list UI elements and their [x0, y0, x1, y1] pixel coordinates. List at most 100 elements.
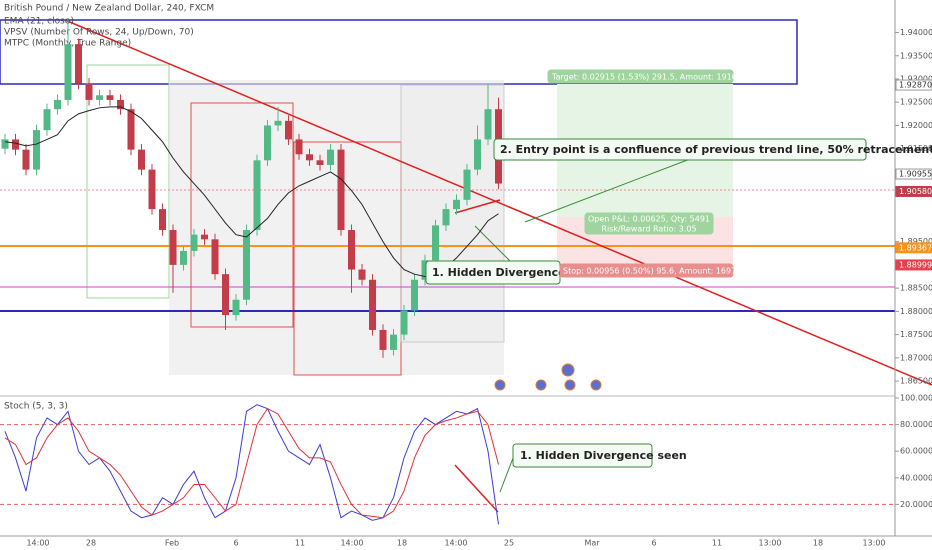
annotation: Target: 0.02915 (1.53%) 291.5, Amount: 1…	[551, 73, 750, 82]
y-tick-label: 1.88500	[900, 284, 932, 293]
candle-body	[33, 130, 40, 170]
y-tick-label: 80.0000	[900, 420, 932, 429]
candle-body	[295, 139, 303, 155]
annotation-box	[547, 69, 734, 84]
annotation: Open P&L: 0.00625, Qty: 5491	[588, 215, 710, 224]
candle-body	[274, 120, 282, 126]
y-tick-label: 1.87000	[900, 353, 932, 362]
candle-body	[327, 149, 334, 165]
candle-body	[106, 95, 114, 100]
annotation: Risk/Reward Ratio: 3.05	[601, 225, 696, 234]
candle-body	[211, 239, 219, 275]
candle-body	[1, 139, 9, 149]
y-tick-label: 1.94000	[900, 28, 932, 37]
annotation: 2. Entry point is a confluence of previo…	[500, 143, 932, 156]
legend-entry: VPSV (Number Of Rows, 24, Up/Down, 70)	[4, 28, 194, 38]
annotation-box	[584, 212, 714, 235]
candle-body	[159, 209, 166, 231]
price-marker	[895, 185, 932, 197]
candle-body	[253, 160, 261, 231]
x-tick-label: 14:00	[444, 539, 467, 548]
candle-body	[22, 149, 30, 170]
candle-body	[243, 230, 250, 300]
candle-body	[411, 279, 418, 311]
y-tick-label: 100.0000	[900, 394, 932, 403]
drawings	[0, 0, 932, 537]
candle-body	[432, 225, 439, 261]
price-marker-label: 1.90955	[899, 170, 932, 179]
y-tick-label: 1.92000	[900, 121, 932, 130]
price-marker-label: 1.89367	[899, 243, 932, 252]
pointer	[524, 158, 691, 223]
x-tick-label: 14:00	[26, 539, 49, 548]
x-tick-label: 25	[504, 539, 514, 548]
y-tick-label: 1.87500	[900, 330, 932, 339]
candle-body	[85, 83, 93, 100]
candle-body	[138, 149, 145, 170]
candle-body	[306, 154, 313, 161]
x-tick-label: 6	[651, 539, 656, 548]
pane-title: Stoch (5, 3, 3)	[4, 402, 68, 412]
candle-body	[453, 199, 460, 210]
candle-body	[127, 109, 135, 150]
candle-body	[285, 120, 292, 140]
event-icons	[494, 363, 602, 391]
x-tick-label: Mar	[584, 539, 600, 548]
y-tick-label: 1.91500	[900, 144, 932, 153]
candle-body	[442, 209, 450, 226]
y-tick-label: 1.89500	[900, 237, 932, 246]
annotation-box	[493, 138, 867, 161]
x-tick-label: 18	[397, 539, 407, 548]
x-tick-label: Feb	[165, 539, 179, 548]
y-tick-label: 1.86500	[900, 377, 932, 386]
pointer	[474, 225, 511, 262]
candle-body	[54, 99, 61, 110]
trend-line	[64, 19, 932, 386]
candle-body	[232, 299, 240, 316]
candle-body	[222, 274, 229, 316]
y-tick-label: 60.0000	[900, 447, 932, 456]
candle-body	[337, 149, 345, 231]
price-marker	[895, 242, 932, 254]
annotation: 1. Hidden Divergence seen	[520, 449, 687, 462]
annotation: 1. Hidden Divergence seen	[432, 266, 599, 279]
candle-body	[169, 230, 177, 265]
candle-body	[201, 234, 208, 240]
candle-body	[463, 169, 471, 200]
candle-body	[190, 234, 198, 251]
price-marker	[895, 259, 932, 271]
candle-body	[43, 109, 51, 131]
candle-body	[474, 139, 481, 170]
y-tick-label: 1.88000	[900, 307, 932, 316]
x-tick-label: 14:00	[340, 539, 363, 548]
box	[190, 102, 294, 328]
candle-body	[148, 169, 156, 210]
chart-title: British Pound / New Zealand Dollar, 240,…	[4, 4, 214, 14]
candle-body	[264, 125, 271, 161]
y-tick-label: 40.0000	[900, 473, 932, 482]
candle-body	[64, 44, 72, 100]
y-tick-label: 1.93000	[900, 75, 932, 84]
price-marker-label: 1.90580	[899, 187, 932, 196]
candle-body	[358, 269, 366, 280]
y-tick-label: 1.93500	[900, 51, 932, 60]
annotation-box	[559, 263, 734, 278]
y-tick-label: 1.92500	[900, 98, 932, 107]
candle-body	[75, 44, 82, 84]
stoch-line	[4, 407, 499, 519]
candle-body	[484, 109, 492, 140]
x-tick-label: 18	[813, 539, 823, 548]
stoch-line	[4, 404, 499, 525]
arrow	[454, 199, 501, 214]
annotation: Stop: 0.00956 (0.50%) 95.6, Amount: 1697…	[563, 267, 749, 276]
x-tick-label: 13:00	[758, 539, 781, 548]
x-tick-label: 11	[295, 539, 305, 548]
x-tick-label: 28	[86, 539, 96, 548]
candle-body	[369, 279, 376, 330]
candle-body	[117, 99, 124, 110]
price-marker-label: 1.92870	[899, 81, 932, 90]
ema-line	[4, 106, 499, 278]
legend-entry: EMA (21, close)	[4, 17, 74, 27]
price-marker	[895, 79, 932, 91]
